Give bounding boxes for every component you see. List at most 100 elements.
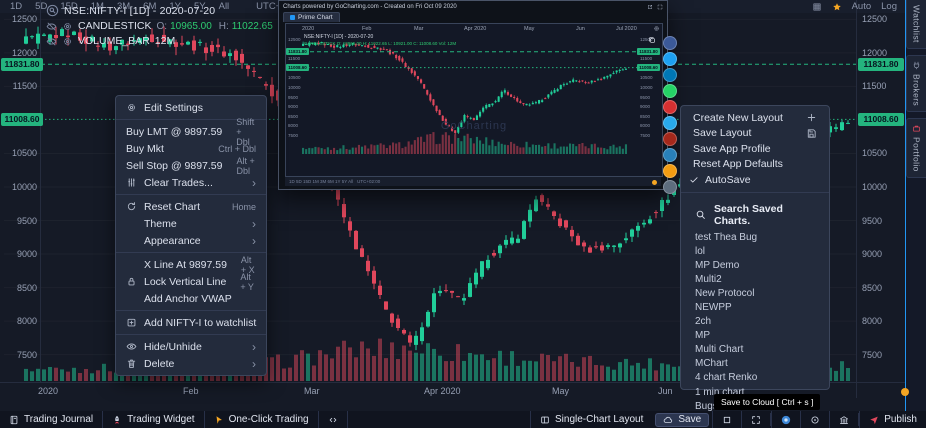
bank-button[interactable] [829, 411, 858, 428]
trading-journal-button[interactable]: Trading Journal [0, 411, 104, 428]
saved-chart-item[interactable]: MChart [695, 358, 728, 370]
email-icon[interactable] [663, 180, 677, 194]
saved-chart-item[interactable]: New Protocol [695, 287, 755, 299]
magnifier-icon[interactable] [46, 4, 59, 17]
eye-off-icon[interactable] [46, 36, 57, 47]
study-name[interactable]: CANDLESTICK [78, 20, 152, 32]
menu-item-clear-trades-[interactable]: Clear Trades... › [116, 174, 266, 191]
layout-icon [540, 415, 550, 425]
layout-menu-label: Save Layout [693, 127, 752, 140]
save-button[interactable]: Save [655, 412, 710, 427]
menu-item-hide-unhide[interactable]: Hide/Unhide › [116, 338, 266, 355]
layout-menu-item-save-layout[interactable]: Save Layout [681, 126, 829, 142]
button-label: Single-Chart Layout [555, 414, 644, 425]
menu-item-reset-chart[interactable]: Reset Chart Home [116, 198, 266, 215]
linkedin-icon[interactable] [663, 68, 677, 82]
menu-item-label: Delete [144, 357, 175, 370]
external-link-icon[interactable] [647, 4, 653, 10]
facebook-icon[interactable] [663, 36, 677, 50]
saved-chart-item[interactable]: MP [695, 330, 710, 342]
sidebar-tab-portfolio[interactable]: Portfolio [906, 117, 926, 178]
star-icon[interactable] [832, 2, 842, 12]
pinterest-icon[interactable] [663, 100, 677, 114]
saved-charts-search[interactable]: Search Saved Charts. [681, 197, 829, 231]
grid-icon[interactable] [812, 2, 822, 12]
menu-item-add-nifty-i-to-watchlist[interactable]: Add NIFTY-I to watchlist [116, 314, 266, 331]
timeframe-5d[interactable]: 5D [35, 1, 48, 12]
timeframe-6m[interactable]: 6M [143, 1, 157, 12]
menu-item-label: Buy Mkt [126, 142, 164, 155]
gear-icon[interactable] [62, 36, 73, 47]
plus-icon [806, 112, 817, 123]
scale-toggle-log[interactable]: Log [881, 1, 897, 12]
menu-item-lock-vertical-line[interactable]: Lock Vertical Line Alt + Y [116, 272, 266, 292]
saved-chart-item[interactable]: lol [695, 245, 706, 257]
expand-button[interactable] [741, 411, 770, 428]
timeframe-all[interactable]: All [218, 1, 230, 12]
menu-item-x-line-at-9897-59[interactable]: X Line At 9897.59 Alt + X [116, 255, 266, 275]
date-tick: Mar [304, 386, 320, 396]
single-chart-layout-button[interactable]: Single-Chart Layout [530, 411, 652, 428]
sidebar-tab-brokers[interactable]: Brokers [906, 54, 926, 112]
menu-item-delete[interactable]: Delete › [116, 355, 266, 372]
menu-item-theme[interactable]: Theme › [116, 215, 266, 232]
saved-chart-item[interactable]: 2ch [695, 316, 712, 328]
price-tick: 9500 [862, 215, 883, 226]
mini-chart[interactable]: 2020 Feb Mar Apr 2020 May Jun Jul 2020 12500 12… [285, 23, 663, 177]
menu-item-buy-mkt[interactable]: Buy Mkt Ctrl + Dbl [116, 140, 266, 157]
gear-icon[interactable] [653, 25, 660, 32]
ohlc-key: O: [156, 20, 168, 32]
timeframe-1m[interactable]: 1M [90, 1, 104, 12]
publish-button[interactable]: Publish [859, 411, 926, 428]
scale-toggle-auto[interactable]: Auto [851, 1, 872, 12]
menu-item-edit-settings[interactable]: Edit Settings [116, 99, 266, 116]
eye-icon [126, 341, 137, 352]
volume-study-name[interactable]: VOLUME_BAR [78, 35, 150, 47]
ohlc-key: H: [218, 20, 229, 32]
eye-off-icon[interactable] [46, 21, 57, 32]
camera-button[interactable] [771, 411, 800, 428]
trading-widget-button[interactable]: Trading Widget [103, 411, 205, 428]
telegram-icon[interactable] [663, 116, 677, 130]
layout-menu-item-create-new-layout[interactable]: Create New Layout [681, 110, 829, 126]
vk-icon[interactable] [663, 148, 677, 162]
mini-price-tick: 9500 [640, 94, 651, 100]
mini-date-tick: Jul 2020 [616, 26, 637, 32]
menu-item-add-anchor-vwap[interactable]: Add Anchor VWAP [116, 290, 266, 307]
one-click-trading-button[interactable]: One-Click Trading [205, 411, 319, 428]
sidebar-tab-watchlist[interactable]: Watchlist [906, 0, 926, 49]
code-button[interactable] [319, 411, 348, 428]
menu-item-buy-lmt-9897-59[interactable]: Buy LMT @ 9897.59 Shift + Dbl [116, 117, 266, 147]
saved-chart-item[interactable]: test Thea Bug [695, 231, 758, 243]
timeframe-1d[interactable]: 1D [10, 1, 23, 12]
gmail-icon[interactable] [663, 132, 677, 146]
saved-chart-item[interactable]: Bugs [695, 400, 718, 412]
timeframe-15d[interactable]: 15D [60, 1, 78, 12]
expand-icon[interactable] [657, 4, 663, 10]
saved-chart-item[interactable]: Multi2 [695, 273, 722, 285]
menu-item-appearance[interactable]: Appearance › [116, 232, 266, 249]
layout-menu-item-reset-app-defaults[interactable]: Reset App Defaults [681, 157, 829, 173]
layout-menu-item-autosave[interactable]: AutoSave [681, 172, 829, 188]
copy-icon[interactable] [648, 36, 656, 44]
sliders-icon [126, 177, 137, 188]
timeframe-5y[interactable]: 5Y [193, 1, 206, 12]
search-placeholder: Search Saved Charts. [714, 202, 783, 227]
gear-icon[interactable] [62, 21, 73, 32]
saved-chart-item[interactable]: NEWPP [695, 301, 732, 313]
target-button[interactable] [800, 411, 829, 428]
square-button[interactable] [712, 411, 741, 428]
popup-tab[interactable]: Prime Chart [283, 12, 340, 22]
twitter-icon[interactable] [663, 52, 677, 66]
timeframe-1y[interactable]: 1Y [169, 1, 181, 12]
reddit-icon[interactable] [663, 164, 677, 178]
menu-item-sell-stop-9897-59[interactable]: Sell Stop @ 9897.59 Alt + Dbl [116, 156, 266, 176]
saved-chart-item[interactable]: Multi Chart [695, 344, 744, 356]
timeframe-3m[interactable]: 3M [116, 1, 131, 12]
symbol-title[interactable]: NSE:NIFTY-I [1D] - 2020-07-20 [64, 4, 216, 17]
saved-chart-item[interactable]: MP Demo [695, 259, 740, 271]
layout-menu-item-save-app-profile[interactable]: Save App Profile [681, 141, 829, 157]
saved-chart-item[interactable]: 1 min chart [695, 386, 745, 398]
whatsapp-icon[interactable] [663, 84, 677, 98]
saved-chart-item[interactable]: 4 chart Renko [695, 372, 758, 384]
